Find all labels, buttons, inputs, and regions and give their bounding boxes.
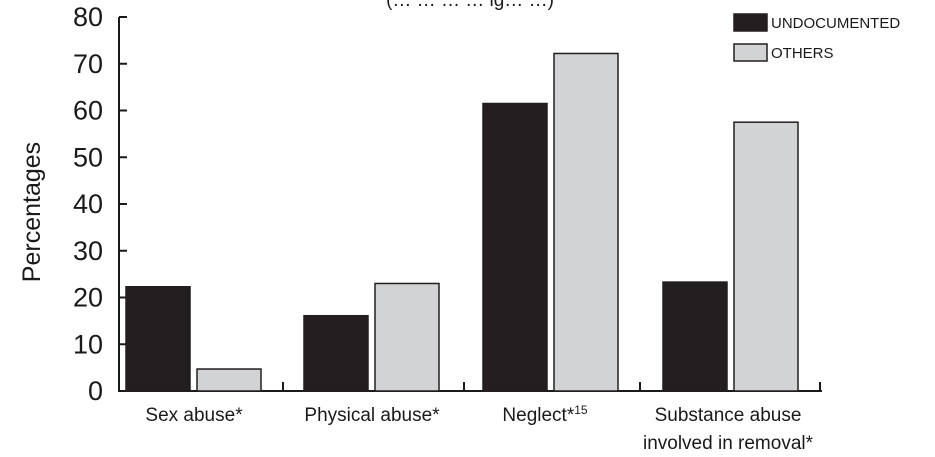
category-label-line2: involved in removal* — [643, 433, 814, 454]
y-tick-label: 0 — [88, 376, 103, 406]
legend-label: UNDOCUMENTED — [771, 15, 900, 32]
bar-undocumented — [303, 314, 369, 392]
bar-others — [553, 52, 619, 392]
legend-swatch — [733, 13, 768, 32]
bar-undocumented — [125, 285, 191, 392]
y-tick-label: 40 — [73, 189, 103, 219]
bar-undocumented — [662, 281, 728, 392]
category-label: Sex abuse* — [145, 405, 243, 426]
bars-group — [125, 52, 799, 392]
y-tick-label: 60 — [73, 96, 103, 126]
legend-label: OTHERS — [771, 45, 834, 62]
category-label: Physical abuse* — [304, 405, 440, 426]
x-axis-ticks — [118, 382, 821, 391]
y-tick-label: 20 — [73, 283, 103, 313]
y-tick-label: 70 — [73, 49, 103, 79]
y-tick-label: 10 — [73, 329, 103, 359]
bar-undocumented — [482, 102, 548, 392]
y-axis-title: Percentages — [18, 142, 46, 282]
bar-others — [196, 368, 262, 392]
y-tick-label: 30 — [73, 236, 103, 266]
legend: UNDOCUMENTED OTHERS — [733, 13, 900, 62]
bar-others — [733, 121, 799, 392]
category-labels: Sex abuse* Physical abuse* Neglect*15 Subst… — [145, 403, 813, 454]
y-axis-ticks: 0 10 20 30 40 50 60 70 80 — [73, 2, 127, 406]
bar-others — [374, 282, 440, 392]
category-label: Neglect*15 — [502, 403, 588, 426]
y-tick-label: 80 — [73, 2, 103, 32]
category-label: Substance abuse — [655, 405, 802, 426]
legend-swatch — [733, 43, 768, 62]
y-tick-label: 50 — [73, 142, 103, 172]
chart-title: (… … … … ig… …) — [386, 0, 554, 11]
